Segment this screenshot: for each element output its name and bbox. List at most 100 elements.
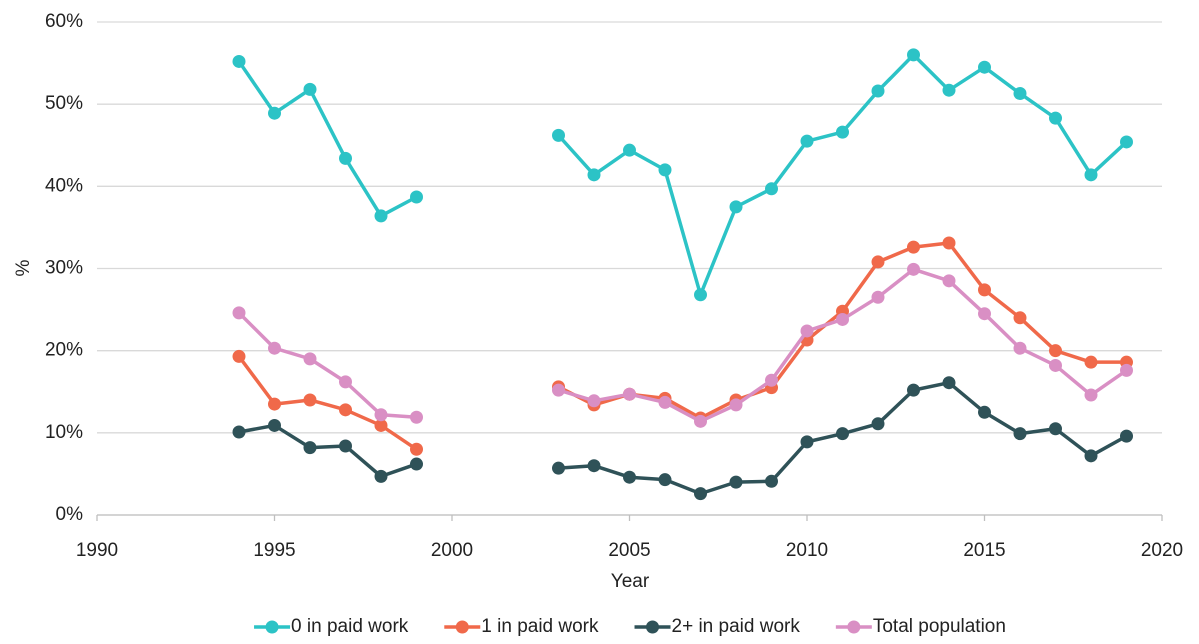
y-tick-label: 10% (45, 422, 83, 443)
x-tick-label: 1995 (253, 540, 295, 561)
y-tick-label: 20% (45, 340, 83, 361)
data-point (871, 255, 885, 269)
y-tick-label: 40% (45, 175, 83, 196)
x-tick-label: 2020 (1141, 540, 1183, 561)
y-tick-label: 30% (45, 258, 83, 279)
data-point (729, 475, 743, 489)
data-point (232, 425, 246, 439)
data-point (836, 312, 849, 326)
data-point (268, 418, 281, 432)
y-tick-label: 60% (45, 11, 83, 32)
data-point (374, 418, 388, 432)
data-point (942, 376, 956, 390)
data-point (658, 395, 672, 409)
data-point (410, 410, 423, 424)
data-point (871, 290, 885, 304)
data-point (907, 262, 920, 276)
data-point (729, 200, 743, 214)
x-tick-label: 2015 (963, 540, 1005, 561)
data-point (800, 435, 814, 449)
data-point (871, 417, 885, 431)
data-point (1013, 311, 1027, 325)
data-point (1049, 344, 1062, 358)
legend-label: 1 in paid work (481, 616, 599, 637)
legend-label: 2+ in paid work (672, 616, 801, 637)
data-point (1013, 427, 1027, 441)
data-point (1120, 429, 1133, 443)
data-point (623, 143, 636, 157)
data-point (942, 236, 956, 250)
legend: 0 in paid work 1 in paid work 2+ in paid w… (254, 616, 1006, 637)
legend-marker (847, 620, 861, 634)
data-point (587, 394, 601, 408)
data-point (268, 341, 281, 355)
data-point (978, 283, 991, 297)
data-point (658, 473, 672, 487)
data-point (374, 209, 388, 223)
data-point (1120, 363, 1133, 377)
data-point (871, 84, 885, 98)
data-point (765, 474, 778, 488)
data-point (1013, 341, 1027, 355)
data-point (729, 398, 743, 412)
y-tick-label: 0% (56, 504, 84, 525)
legend-marker (646, 620, 660, 634)
data-point (339, 375, 352, 389)
data-point (623, 470, 636, 484)
data-point (836, 125, 849, 139)
series-line (238, 380, 1128, 496)
data-point (1013, 86, 1027, 100)
data-point (410, 190, 423, 204)
x-tick-label: 2010 (786, 540, 828, 561)
data-point (1049, 358, 1062, 372)
data-point (1084, 388, 1098, 402)
data-point (232, 54, 246, 68)
data-point (694, 487, 707, 501)
data-point (978, 307, 991, 321)
data-point (552, 128, 565, 142)
data-point (978, 60, 991, 74)
y-axis-label: % (13, 259, 34, 276)
data-point (623, 387, 636, 401)
data-point (1120, 135, 1133, 149)
data-point (268, 397, 281, 411)
data-point (339, 439, 352, 453)
data-point (374, 408, 388, 422)
data-point (587, 459, 601, 473)
series-line (237, 267, 1128, 424)
data-point (587, 168, 601, 182)
legend-item: 2+ in paid work (634, 616, 801, 637)
data-point (232, 349, 246, 363)
data-point (658, 163, 672, 177)
data-point (765, 182, 778, 196)
data-point (836, 427, 849, 441)
data-point (1084, 355, 1098, 369)
legend-marker (265, 620, 279, 634)
x-axis-label: Year (611, 571, 650, 592)
legend-item: 0 in paid work (254, 616, 409, 637)
data-point (552, 461, 565, 475)
x-tick-label: 2000 (431, 540, 473, 561)
data-point (1084, 168, 1098, 182)
x-tick-label: 1990 (76, 540, 118, 561)
y-tick-label: 50% (45, 93, 83, 114)
data-point (1049, 422, 1062, 436)
data-point (942, 83, 956, 97)
data-point (232, 306, 246, 320)
data-point (907, 240, 920, 254)
data-point (694, 414, 707, 428)
series-line (237, 53, 1128, 297)
data-point (694, 288, 707, 302)
data-point (552, 383, 565, 397)
legend-item: 1 in paid work (444, 616, 599, 637)
data-point (339, 403, 352, 417)
data-point (1049, 111, 1062, 125)
data-point (410, 442, 423, 456)
data-point (907, 48, 920, 62)
data-point (978, 405, 991, 419)
data-point (303, 441, 317, 455)
data-point (942, 274, 956, 288)
data-point (303, 82, 317, 96)
data-point (907, 383, 920, 397)
